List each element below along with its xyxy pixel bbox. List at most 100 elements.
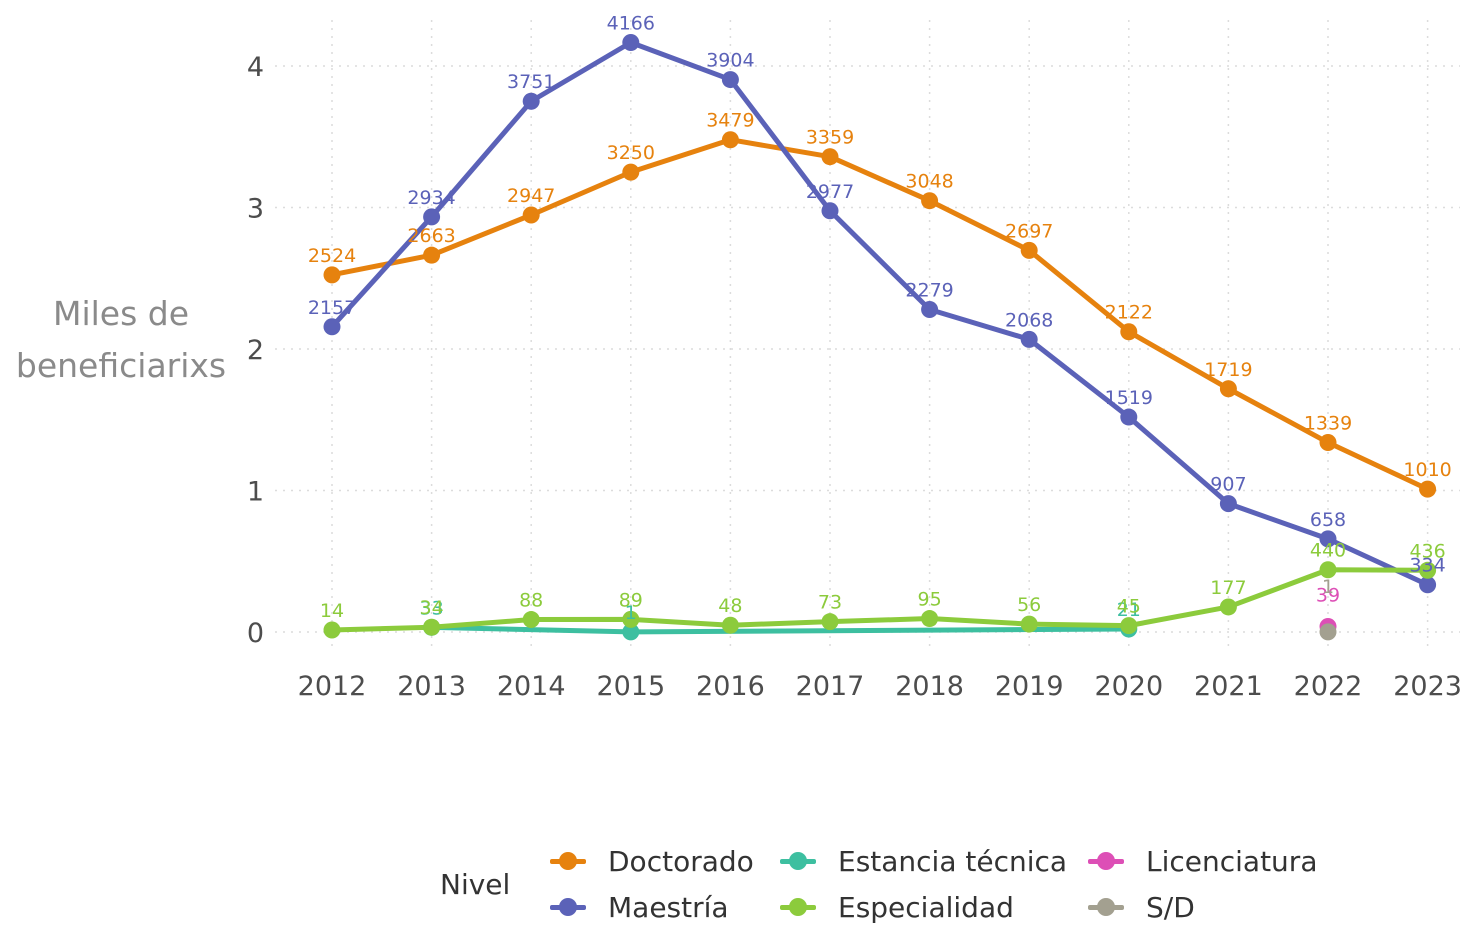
legend-key-doctorado — [550, 846, 586, 876]
x-tick-2018: 2018 — [895, 671, 964, 702]
label-s-d-2022: 1 — [1322, 576, 1334, 598]
label-especialidad-2023: 436 — [1409, 540, 1445, 562]
label-doctorado-2021: 1719 — [1204, 359, 1252, 381]
point-maestr-a-2012 — [323, 318, 341, 336]
x-tick-2012: 2012 — [298, 671, 367, 702]
label-especialidad-2016: 48 — [718, 595, 742, 617]
y-axis-title: Miles de beneficiarixs — [15, 294, 227, 385]
label-maestr-a-2017: 2977 — [806, 181, 854, 203]
point-s-d-2022 — [1319, 623, 1337, 641]
label-doctorado-2012: 2524 — [308, 245, 356, 267]
point-maestr-a-2019 — [1020, 330, 1038, 348]
point-maestr-a-2013 — [423, 208, 441, 226]
y-tick-4: 4 — [247, 52, 264, 83]
point-doctorado-2020 — [1120, 323, 1138, 341]
data-labels: 2524 2663 2947 3250 3479 3359 3048 2697 2122 1719… — [308, 13, 1452, 624]
label-doctorado-2018: 3048 — [905, 171, 953, 193]
label-especialidad-2019: 56 — [1017, 594, 1041, 616]
label-especialidad-2018: 95 — [918, 589, 942, 611]
label-maestr-a-2016: 3904 — [706, 50, 754, 72]
label-doctorado-2023: 1010 — [1403, 459, 1451, 481]
point-maestr-a-2015 — [622, 34, 640, 52]
point-maestr-a-2023 — [1419, 576, 1437, 594]
point-estancia-t-cnica-2015 — [622, 623, 640, 641]
series-lines — [329, 40, 1431, 635]
label-especialidad-2021: 177 — [1210, 577, 1246, 599]
label-especialidad-2022: 440 — [1310, 540, 1346, 562]
label-especialidad-2015: 89 — [619, 589, 643, 611]
label-doctorado-2014: 2947 — [507, 185, 555, 207]
point-doctorado-2023 — [1419, 480, 1437, 498]
label-doctorado-2015: 3250 — [607, 142, 655, 164]
label-doctorado-2016: 3479 — [706, 110, 754, 132]
label-maestr-a-2015: 4166 — [607, 13, 655, 35]
legend-label-doctorado: Doctorado — [608, 844, 754, 878]
point-doctorado-2015 — [622, 163, 640, 181]
label-estancia-t-cnica-2013: 33 — [420, 597, 444, 619]
x-tick-2022: 2022 — [1294, 671, 1363, 702]
point-especialidad-2022 — [1319, 561, 1337, 579]
point-especialidad-2021 — [1219, 598, 1237, 616]
x-tick-2023: 2023 — [1393, 671, 1462, 702]
label-especialidad-2017: 73 — [818, 592, 842, 614]
point-maestr-a-2018 — [921, 301, 939, 319]
x-tick-2014: 2014 — [497, 671, 566, 702]
point-especialidad-2015 — [622, 610, 640, 628]
legend-label-especialidad: Especialidad — [838, 890, 1014, 924]
point-doctorado-2022 — [1319, 434, 1337, 452]
label-doctorado-2013: 2663 — [407, 225, 455, 247]
point-doctorado-2021 — [1219, 380, 1237, 398]
legend-item-especialidad: Especialidad — [780, 887, 1014, 927]
label-doctorado-2019: 2697 — [1005, 220, 1053, 242]
label-doctorado-2017: 3359 — [806, 127, 854, 149]
point-especialidad-2023 — [1419, 561, 1437, 579]
label-maestr-a-2022: 658 — [1310, 509, 1346, 531]
label-doctorado-2020: 2122 — [1105, 302, 1153, 324]
label-maestr-a-2014: 3751 — [507, 71, 555, 93]
legend-label-licenciatura: Licenciatura — [1146, 844, 1318, 878]
point-doctorado-2013 — [423, 246, 441, 264]
y-tick-1: 1 — [247, 477, 264, 508]
legend-label-sd: S/D — [1146, 890, 1195, 924]
label-especialidad-2020: 45 — [1117, 596, 1141, 618]
x-tick-2019: 2019 — [995, 671, 1064, 702]
label-doctorado-2022: 1339 — [1304, 413, 1352, 435]
point-doctorado-2012 — [323, 266, 341, 284]
legend-item-sd: S/D — [1088, 887, 1195, 927]
x-tick-2016: 2016 — [696, 671, 765, 702]
legend-key-maestria — [550, 892, 586, 922]
x-tick-2013: 2013 — [397, 671, 466, 702]
line-maestr-a — [329, 40, 1431, 588]
x-tick-2021: 2021 — [1194, 671, 1263, 702]
label-maestr-a-2020: 1519 — [1105, 387, 1153, 409]
legend-label-estancia-tecnica: Estancia técnica — [838, 844, 1068, 878]
point-especialidad-2020 — [1120, 617, 1138, 635]
label-maestr-a-2012: 2157 — [308, 297, 356, 319]
x-tick-2020: 2020 — [1094, 671, 1163, 702]
label-estancia-t-cnica-2015: 1 — [625, 602, 637, 624]
legend-label-maestria: Maestría — [608, 890, 729, 924]
label-estancia-t-cnica-2020: 21 — [1117, 599, 1141, 621]
point-doctorado-2019 — [1020, 241, 1038, 259]
point-maestr-a-2022 — [1319, 530, 1337, 548]
label-especialidad-2012: 14 — [320, 600, 344, 622]
point-maestr-a-2016 — [721, 71, 739, 89]
legend-item-estancia-tecnica: Estancia técnica — [780, 841, 1067, 881]
y-tick-labels: 0 1 2 3 4 — [247, 52, 264, 649]
label-especialidad-2014: 88 — [519, 590, 543, 612]
legend-item-doctorado: Doctorado — [550, 841, 754, 881]
legend-item-maestria: Maestría — [550, 887, 729, 927]
point-especialidad-2017 — [821, 613, 839, 631]
point-doctorado-2014 — [522, 206, 540, 224]
point-especialidad-2016 — [721, 616, 739, 634]
label-maestr-a-2013: 2934 — [407, 187, 455, 209]
line-doctorado — [329, 137, 1431, 492]
point-maestr-a-2017 — [821, 202, 839, 220]
point-especialidad-2012 — [323, 621, 341, 639]
point-doctorado-2018 — [921, 192, 939, 210]
label-maestr-a-2018: 2279 — [905, 280, 953, 302]
legend-key-sd — [1088, 892, 1124, 922]
legend-key-licenciatura — [1088, 846, 1124, 876]
point-doctorado-2016 — [721, 131, 739, 149]
